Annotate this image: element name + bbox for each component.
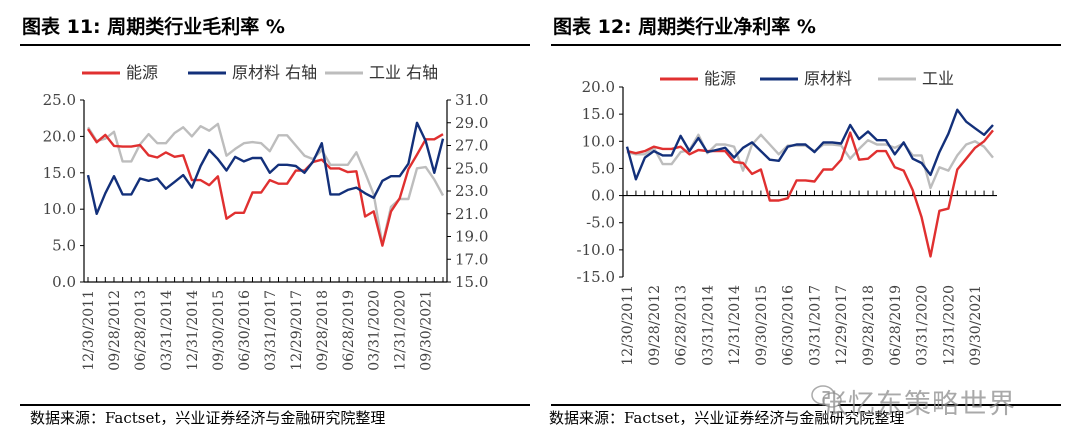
x-tick-label: 09/30/2021 — [968, 285, 984, 366]
series-line-energy — [626, 129, 994, 258]
y-tick-label-left: -5.0 — [586, 214, 615, 232]
y-tick-label-right: 15.0 — [455, 273, 488, 291]
x-tick-label: 06/30/2016 — [237, 290, 253, 371]
x-tick-label: 06/28/2013 — [133, 290, 149, 371]
x-tick-label: 09/28/2012 — [107, 290, 123, 371]
title-rule-right — [551, 44, 1061, 46]
series-line-materials — [625, 108, 994, 181]
y-tick-label-right: 31.0 — [455, 91, 488, 109]
x-tick-label: 06/28/2019 — [888, 285, 904, 366]
series-line-energy — [87, 128, 444, 247]
y-tick-label-left: 0.0 — [52, 273, 76, 291]
footer-rule-left — [20, 404, 530, 406]
x-tick-label: 12/31/2020 — [941, 285, 957, 366]
x-tick-label: 03/31/2020 — [367, 290, 383, 371]
chart-12-title: 图表 12: 周期类行业净利率 % — [553, 16, 816, 38]
x-tick-label: 12/31/2020 — [393, 290, 409, 371]
y-tick-label-left: 5.0 — [591, 159, 615, 177]
x-tick-label: 09/30/2021 — [419, 290, 435, 371]
x-tick-label: 09/28/2018 — [315, 290, 331, 371]
legend-label: 工业 — [922, 69, 954, 88]
x-tick-label: 12/31/2014 — [185, 290, 201, 371]
y-tick-label-left: 15.0 — [43, 164, 76, 182]
series-line-materials — [86, 121, 445, 216]
y-tick-label-left: -15.0 — [577, 268, 615, 286]
y-tick-label-right: 21.0 — [455, 205, 488, 223]
x-tick-label: 03/31/2014 — [700, 285, 716, 366]
x-tick-label: 06/28/2013 — [674, 285, 690, 366]
x-tick-label: 09/30/2015 — [211, 290, 227, 371]
y-tick-label-right: 19.0 — [455, 228, 488, 246]
chart-11-title: 图表 11: 周期类行业毛利率 % — [22, 16, 285, 38]
legend-label: 能源 — [126, 63, 158, 82]
watermark: 张忆东策略世界 — [820, 389, 1016, 420]
legend-label: 工业 右轴 — [369, 63, 438, 82]
x-tick-label: 03/31/2017 — [263, 290, 279, 371]
x-tick-label: 03/31/2014 — [159, 290, 175, 371]
x-tick-label: 12/30/2011 — [81, 290, 97, 371]
legend-label: 能源 — [704, 69, 736, 88]
y-tick-label-right: 25.0 — [455, 159, 488, 177]
y-tick-label-left: -10.0 — [577, 241, 615, 259]
y-tick-label-right: 23.0 — [455, 182, 488, 200]
x-tick-label: 06/28/2019 — [341, 290, 357, 371]
x-tick-label: 03/31/2020 — [915, 285, 931, 366]
title-rule-left — [20, 44, 530, 46]
y-tick-label-left: 20.0 — [43, 127, 76, 145]
y-tick-label-right: 17.0 — [455, 250, 488, 268]
legend-label: 原材料 — [804, 69, 852, 88]
y-tick-label-right: 27.0 — [455, 137, 488, 155]
y-tick-label-left: 0.0 — [591, 187, 615, 205]
x-tick-label: 09/28/2018 — [861, 285, 877, 366]
y-tick-label-left: 15.0 — [582, 105, 615, 123]
x-tick-label: 09/30/2015 — [754, 285, 770, 366]
x-tick-label: 12/29/2017 — [289, 290, 305, 371]
x-tick-label: 12/29/2017 — [834, 285, 850, 366]
chart-12-source: 数据来源：Factset，兴业证券经济与金融研究院整理 — [549, 409, 905, 427]
y-tick-label-right: 29.0 — [455, 114, 488, 132]
x-tick-label: 06/30/2016 — [781, 285, 797, 366]
x-tick-label: 03/31/2017 — [807, 285, 823, 366]
y-tick-label-left: 20.0 — [582, 78, 615, 96]
wechat-icon — [811, 385, 842, 408]
y-tick-label-left: 25.0 — [43, 91, 76, 109]
footer-rule-right — [551, 404, 1061, 406]
chart-11-source: 数据来源：Factset，兴业证券经济与金融研究院整理 — [30, 409, 386, 427]
x-tick-label: 09/28/2012 — [647, 285, 663, 366]
x-tick-label: 12/31/2014 — [727, 285, 743, 366]
y-tick-label-left: 10.0 — [43, 200, 76, 218]
y-tick-label-left: 5.0 — [52, 237, 76, 255]
legend-label: 原材料 右轴 — [232, 63, 317, 82]
y-tick-label-left: 10.0 — [582, 132, 615, 150]
x-tick-label: 12/30/2011 — [620, 285, 636, 366]
